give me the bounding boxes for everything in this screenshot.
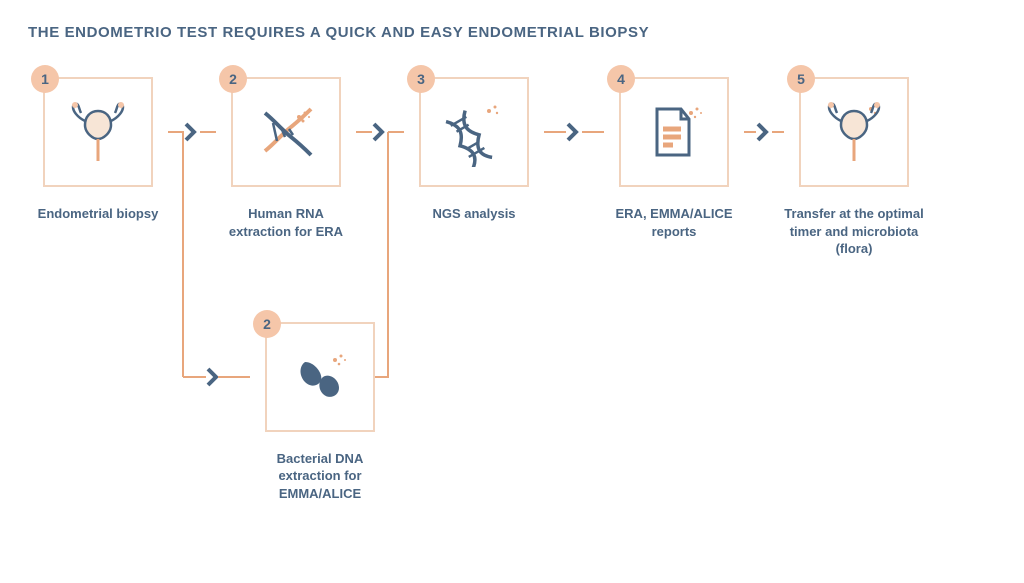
step-branch-label: Bacterial DNA extraction for EMMA/ALICE xyxy=(250,450,390,503)
step-branch: 2 Bacterial DNA extraction for EMMA/ALIC… xyxy=(250,322,390,503)
branch-lines xyxy=(28,77,988,537)
bacteria-icon xyxy=(285,342,355,412)
step-branch-box: 2 xyxy=(265,322,375,432)
step-branch-badge: 2 xyxy=(253,310,281,338)
page-title: THE ENDOMETRIO TEST REQUIRES A QUICK AND… xyxy=(28,24,996,41)
diagram: 1 Endometrial biopsy xyxy=(28,77,1024,502)
